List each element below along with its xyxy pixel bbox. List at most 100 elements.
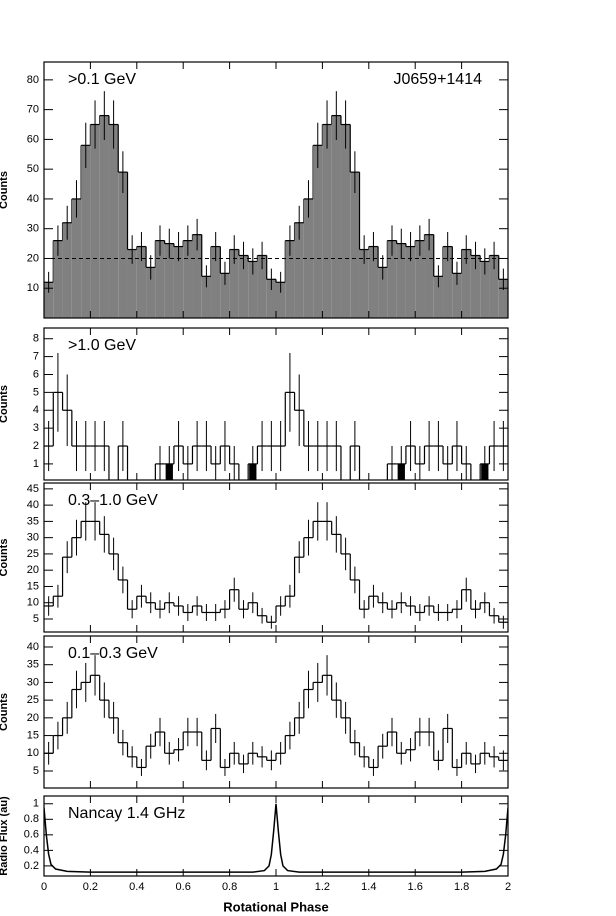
- y-tick-label: 35: [27, 659, 39, 671]
- x-tick-label: 2: [505, 881, 511, 893]
- bar: [350, 172, 360, 318]
- y-tick-label: 35: [27, 515, 39, 527]
- bar: [285, 240, 295, 318]
- bar: [340, 124, 351, 318]
- y-tick-label: 30: [27, 676, 39, 688]
- panel-label: Nancay 1.4 GHz: [68, 805, 185, 822]
- x-tick-label: 1.4: [361, 881, 376, 893]
- bar: [359, 249, 369, 318]
- y-tick-label: 0.6: [24, 829, 39, 841]
- y-tick-label: 10: [27, 597, 39, 609]
- y-tick-label: 40: [27, 193, 39, 205]
- y-tick-label: 5: [33, 386, 39, 398]
- bar: [127, 249, 137, 318]
- panel-label: 0.1–0.3 GeV: [68, 645, 158, 662]
- y-tick-label: 8: [33, 333, 39, 345]
- bar: [53, 240, 63, 318]
- y-tick-label: 40: [27, 499, 39, 511]
- bar: [192, 234, 202, 318]
- y-tick-label: 30: [27, 532, 39, 544]
- bar: [424, 234, 434, 318]
- y-axis-label: Counts: [0, 693, 10, 731]
- y-tick-label: 6: [33, 368, 39, 380]
- x-tick-label: 1: [273, 881, 279, 893]
- y-tick-label: 30: [27, 223, 39, 235]
- bar: [220, 273, 230, 318]
- y-tick-label: 2: [33, 440, 39, 452]
- bar: [387, 240, 397, 318]
- y-tick-label: 20: [27, 564, 39, 576]
- y-tick-label: 10: [27, 282, 39, 294]
- y-tick-label: 20: [27, 252, 39, 264]
- bar: [378, 267, 388, 318]
- x-tick-label: 0.6: [176, 881, 191, 893]
- bar: [433, 276, 444, 318]
- bar: [452, 273, 462, 318]
- y-tick-label: 5: [33, 613, 39, 625]
- x-tick-label: 0: [41, 881, 47, 893]
- bar: [368, 246, 379, 318]
- plot-area: [44, 502, 508, 629]
- bar: [108, 124, 119, 318]
- bar: [118, 172, 128, 318]
- radio-profile: [44, 803, 508, 873]
- bar: [294, 222, 304, 318]
- bar: [396, 243, 406, 318]
- bar: [470, 255, 481, 318]
- bar: [229, 249, 239, 318]
- source-name: J0659+1414: [393, 71, 482, 88]
- bar: [238, 255, 249, 318]
- panel-label: 0.3–1.0 GeV: [68, 492, 158, 509]
- y-tick-label: 80: [27, 74, 39, 86]
- plot-area: [44, 803, 508, 873]
- y-tick-label: 25: [27, 694, 39, 706]
- bar: [146, 267, 156, 318]
- y-tick-label: 45: [27, 483, 39, 495]
- y-tick-label: 0.2: [24, 860, 39, 872]
- bar: [498, 279, 508, 318]
- bar: [443, 246, 453, 318]
- bar: [257, 255, 267, 318]
- y-tick-label: 15: [27, 729, 39, 741]
- plot-area: [44, 353, 508, 480]
- bar: [480, 261, 490, 318]
- bar: [201, 276, 212, 318]
- y-tick-label: 40: [27, 641, 39, 653]
- y-tick-label: 1: [33, 798, 39, 810]
- y-tick-label: 0.8: [24, 813, 39, 825]
- x-tick-label: 1.8: [454, 881, 469, 893]
- y-tick-label: 7: [33, 351, 39, 363]
- bar: [183, 240, 193, 318]
- bar: [489, 255, 499, 318]
- y-tick-label: 50: [27, 163, 39, 175]
- bar: [71, 198, 82, 318]
- bar: [99, 115, 109, 318]
- bar: [90, 124, 100, 318]
- bar: [155, 240, 165, 318]
- bar: [405, 246, 416, 318]
- y-tick-label: 4: [33, 404, 39, 416]
- bar: [322, 124, 332, 318]
- y-tick-label: 0.4: [24, 844, 39, 856]
- bar: [303, 198, 314, 318]
- y-tick-label: 3: [33, 422, 39, 434]
- x-tick-label: 1.2: [315, 881, 330, 893]
- bar: [461, 249, 471, 318]
- y-tick-label: 60: [27, 133, 39, 145]
- panel-label: >1.0 GeV: [68, 337, 136, 354]
- x-axis-label: Rotational Phase: [223, 899, 328, 914]
- x-tick-label: 0.8: [222, 881, 237, 893]
- x-tick-label: 0.2: [83, 881, 98, 893]
- plot-area: [44, 655, 508, 776]
- y-axis-label: Counts: [0, 539, 10, 577]
- y-tick-label: 70: [27, 104, 39, 116]
- bar: [136, 246, 147, 318]
- y-tick-label: 20: [27, 712, 39, 724]
- bar: [313, 145, 323, 318]
- x-tick-label: 0.4: [129, 881, 144, 893]
- bar: [331, 115, 341, 318]
- bar: [44, 282, 54, 318]
- x-tick-label: 1.6: [408, 881, 423, 893]
- y-tick-label: 5: [33, 765, 39, 777]
